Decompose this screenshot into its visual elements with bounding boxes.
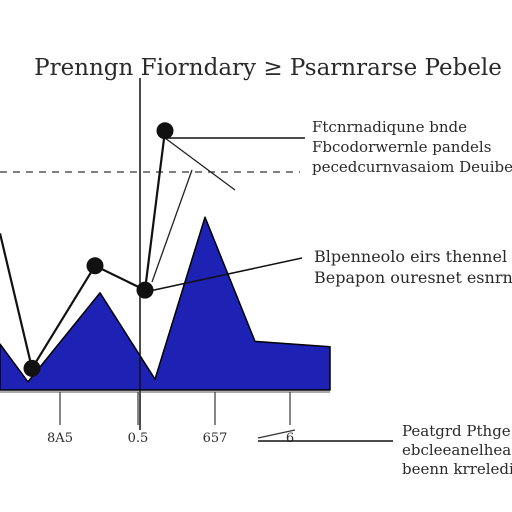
pointer-line — [164, 137, 236, 191]
annotations: Ftcnrnadiqune bnde Fbcodorwernle pandels p… — [144, 118, 512, 478]
area-fill — [0, 216, 331, 391]
annotation-text: Fbcodorwernle pandels — [312, 138, 491, 156]
x-axis: 8A5 0.5 657 6 — [0, 391, 330, 446]
chart-title: Prenngn Fiorndary ≥ Psarnrarse Pebele — [34, 55, 502, 81]
x-tick-label: 657 — [203, 431, 228, 446]
callout-line — [144, 257, 303, 293]
line-point — [86, 257, 104, 275]
line-point — [136, 281, 154, 299]
annotation-text: Peatgrd Pthge — [402, 422, 511, 440]
line-series — [0, 122, 174, 377]
annotation-text: Ftcnrnadiqune bnde — [312, 118, 467, 136]
area-series — [0, 216, 331, 391]
x-tick-label: 0.5 — [128, 431, 149, 446]
x-tick-label: 6 — [286, 431, 294, 446]
x-tick-label: 8A5 — [47, 431, 73, 446]
line-point — [23, 359, 41, 377]
annotation-text: Bepapon ouresnet esnrne — [314, 268, 512, 287]
pointer-line — [151, 169, 193, 283]
annotation-text: ebcleeanelheasne — [402, 441, 512, 459]
annotation-text: Blpenneolo eirs thennel — [314, 247, 507, 266]
pointer-line — [257, 429, 296, 439]
line-point — [156, 122, 174, 140]
annotation-text: beenn krrelediupe — [402, 460, 512, 478]
guide-lines — [0, 78, 300, 430]
annotation-text: pecedcurnvasaiom Deuibe ... — [312, 158, 512, 176]
